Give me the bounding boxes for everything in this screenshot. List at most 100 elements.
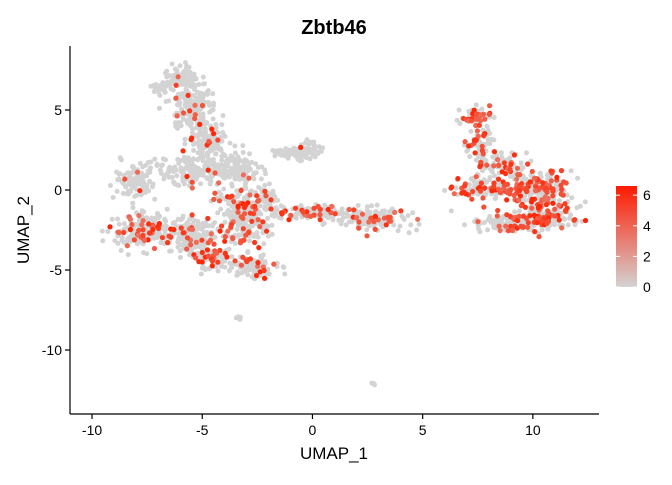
expressing-cell-point [477, 164, 483, 170]
cell-point [314, 149, 320, 155]
expressing-cell-point [554, 174, 560, 180]
expressing-cell-point [356, 219, 362, 225]
cell-point [121, 221, 127, 227]
cell-point [295, 156, 301, 162]
cell-point [524, 150, 529, 156]
cell-point [182, 181, 187, 187]
expressing-cell-point [481, 131, 487, 137]
cell-point [528, 158, 534, 164]
expressing-cell-point [300, 209, 306, 215]
cell-point [380, 220, 385, 226]
expressing-cell-point [235, 203, 241, 209]
expressing-cell-point [346, 206, 352, 213]
expressing-cell-point [254, 193, 260, 199]
expressing-cell-point [550, 193, 556, 199]
cell-point [205, 91, 211, 97]
cell-point [163, 218, 169, 224]
cell-point [144, 251, 150, 257]
expressing-cell-point [471, 137, 477, 143]
expressing-cell-point [165, 240, 171, 246]
cell-point [222, 219, 228, 225]
expressing-cell-point [134, 169, 141, 175]
expressing-cell-point [257, 269, 263, 275]
expressing-cell-point [140, 227, 146, 233]
expressing-cell-point [478, 159, 484, 165]
expressing-cell-point [107, 224, 113, 230]
cell-point [232, 176, 238, 182]
expressing-cell-point [217, 228, 223, 234]
cell-point [202, 163, 208, 169]
cell-point [539, 227, 545, 233]
cell-point [303, 155, 309, 161]
cell-point [177, 255, 183, 260]
colorbar-tick-label: 6 [643, 187, 651, 203]
cell-point [247, 238, 252, 244]
cell-point [176, 78, 182, 84]
cell-point [147, 178, 153, 184]
expressing-cell-point [535, 205, 542, 211]
cell-point [229, 254, 235, 260]
cell-point [244, 164, 250, 170]
cell-point [105, 229, 111, 235]
expressing-cell-point [124, 243, 130, 249]
expressing-cell-point [466, 143, 472, 149]
expressing-cell-point [543, 195, 549, 201]
expressing-cell-point [255, 260, 261, 266]
expressing-cell-point [308, 213, 314, 219]
cell-point [176, 160, 182, 166]
cell-point [405, 213, 411, 219]
expressing-cell-point [559, 225, 565, 231]
cell-point [172, 181, 178, 187]
cell-point [467, 154, 473, 159]
expressing-cell-point [257, 224, 263, 230]
cell-point [140, 164, 146, 170]
cell-point [250, 233, 256, 239]
cell-point [322, 202, 328, 208]
cell-point [159, 163, 165, 169]
expressing-cell-point [147, 230, 153, 236]
cell-point [204, 150, 210, 156]
cell-point [391, 222, 397, 228]
cell-point [149, 215, 155, 221]
cell-point [253, 161, 259, 167]
expressing-cell-point [227, 194, 233, 200]
expressing-cell-point [520, 224, 526, 230]
expressing-cell-point [216, 198, 223, 204]
expressing-cell-point [508, 161, 514, 168]
cell-point [258, 176, 264, 182]
expressing-cell-point [188, 242, 194, 248]
expressing-cell-point [244, 258, 250, 265]
cell-point [247, 151, 252, 157]
expressing-cell-point [253, 272, 260, 279]
expressing-cell-point [495, 207, 501, 214]
cell-point [265, 233, 271, 239]
expressing-cell-point [136, 213, 142, 219]
cell-point [203, 120, 209, 126]
cell-point [484, 123, 490, 129]
expressing-cell-point [473, 111, 480, 117]
expressing-cell-point [552, 213, 558, 219]
cell-point [569, 195, 575, 201]
expressing-cell-point [491, 180, 497, 186]
expressing-cell-point [497, 228, 503, 234]
cell-point [126, 234, 132, 240]
cell-point [489, 169, 495, 175]
expressing-cell-point [462, 139, 468, 145]
expressing-cell-point [129, 221, 135, 228]
expressing-cell-point [206, 138, 212, 144]
cell-point [191, 93, 197, 99]
cell-point [266, 271, 272, 277]
expressing-cell-point [496, 162, 502, 169]
cell-point [164, 171, 170, 177]
expressing-cell-point [315, 203, 321, 210]
cell-point [285, 155, 291, 161]
cell-point [168, 248, 174, 254]
expressing-cell-point [246, 229, 252, 235]
cell-point [213, 263, 219, 269]
cell-point [213, 151, 219, 157]
expressing-cell-point [332, 211, 338, 217]
expressing-cell-point [544, 220, 550, 226]
cell-point [491, 137, 497, 143]
cell-point [182, 136, 188, 142]
